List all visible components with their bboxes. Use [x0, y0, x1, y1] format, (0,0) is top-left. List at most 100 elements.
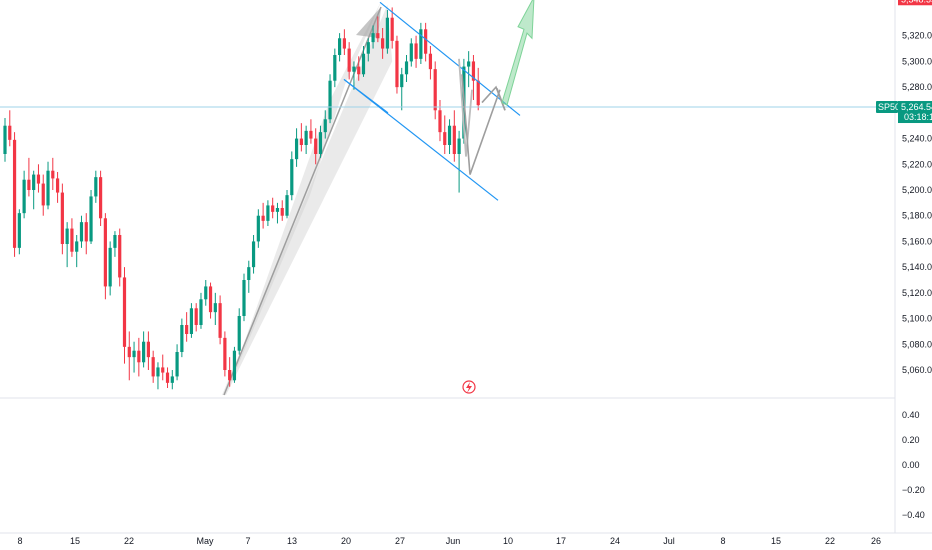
candle-body: [156, 367, 160, 377]
candle-body: [395, 40, 399, 88]
price-tick-label: 5,320.00: [902, 31, 932, 41]
candle-body: [165, 372, 170, 383]
time-axis[interactable]: 8 15 22 May 7 13 20 27 Jun 10 17 24 Jul 8 15 22 26: [17, 536, 881, 546]
candle-body: [376, 33, 380, 39]
candle-body: [242, 280, 246, 316]
candle-body: [232, 350, 237, 381]
candle-body: [314, 138, 318, 154]
candle-body: [309, 130, 313, 139]
candle-body: [318, 132, 323, 154]
projection-path: [461, 74, 501, 175]
candle-body: [404, 61, 409, 75]
symbol-tag-bg: [876, 101, 898, 114]
channel-drawings[interactable]: [0, 0, 895, 394]
candle-body: [32, 174, 36, 190]
candle-body: [457, 138, 461, 154]
target-arrow[interactable]: [501, 0, 535, 106]
candle-body: [17, 213, 21, 248]
candle-body: [294, 138, 299, 160]
candle-body: [290, 159, 294, 196]
high-price-tag-bg: [898, 0, 932, 6]
oscillator-tick-label: 0.40: [902, 410, 920, 420]
price-tick-label: 5,120.00: [902, 288, 932, 298]
high-price-tag-text: 5,348.35: [901, 0, 932, 4]
time-tick-label: 13: [287, 536, 297, 546]
candle-body: [251, 241, 256, 268]
candle-body: [180, 325, 184, 352]
price-tick-label: 5,220.00: [902, 159, 932, 169]
candle-body: [108, 247, 112, 287]
candle-body: [12, 139, 17, 248]
candle-body: [271, 205, 275, 212]
candle-body: [385, 17, 389, 49]
candle-body: [299, 138, 303, 145]
candle-body: [371, 33, 375, 43]
price-tick-label: 5,280.00: [902, 82, 932, 92]
time-tick-label: 26: [871, 536, 881, 546]
price-tick-label: 5,140.00: [902, 262, 932, 272]
candle-body: [409, 43, 413, 62]
candle-body: [46, 170, 50, 206]
last-price-text: 5,264.54: [901, 102, 932, 112]
lightning-marker[interactable]: [462, 380, 476, 394]
last-price-tag: 5,264.5403:18:19: [898, 101, 932, 124]
candle-body: [185, 325, 189, 334]
oscillator-axis[interactable]: 0.40 0.20 0.00 −0.20 −0.40: [902, 410, 925, 520]
candle-body: [381, 38, 385, 49]
oscillator-tick-label: −0.20: [902, 485, 925, 495]
price-tick-label: 5,080.00: [902, 339, 932, 349]
symbol-tag-text: SP500: [878, 102, 905, 112]
candle-body: [323, 119, 327, 133]
channel-edge-line[interactable]: [343, 78, 389, 114]
candle-body: [400, 74, 404, 88]
candle-body: [256, 215, 260, 242]
candle-body: [132, 350, 136, 358]
candle-body: [122, 277, 127, 347]
oscillator-tick-label: 0.00: [902, 460, 920, 470]
candle-body: [328, 80, 332, 120]
candle-body: [223, 337, 227, 370]
candle-body: [366, 42, 370, 54]
candle-body: [347, 48, 351, 72]
candle-body: [60, 192, 64, 244]
trend-arrow-head: [356, 7, 381, 38]
price-axis[interactable]: 5,320.005,300.005,280.005,260.005,240.00…: [902, 31, 932, 375]
candle-body: [89, 196, 93, 242]
candle-body: [447, 125, 452, 145]
candle-body: [424, 29, 428, 54]
time-tick-label: Jun: [446, 536, 461, 546]
candle-body: [275, 208, 280, 212]
candle-body: [357, 66, 361, 75]
candle-body: [285, 195, 289, 216]
candle-body: [175, 352, 179, 377]
channel-upper-line[interactable]: [379, 1, 521, 116]
time-tick-label: 22: [825, 536, 835, 546]
oscillator-tick-label: −0.40: [902, 510, 925, 520]
candle-body: [476, 80, 480, 106]
drawing-overlays[interactable]: [222, 0, 393, 396]
candle-body: [280, 208, 284, 216]
time-tick-label: 8: [17, 536, 22, 546]
candle-body: [414, 43, 418, 59]
candle-body: [452, 125, 456, 154]
price-tick-label: 5,240.00: [902, 134, 932, 144]
candle-body: [142, 341, 146, 363]
candle-body: [342, 38, 346, 49]
countdown-text: 03:18:19: [904, 112, 932, 122]
time-tick-label: 20: [341, 536, 351, 546]
trend-arrow-band: [222, 4, 393, 395]
price-tick-label: 5,300.00: [902, 56, 932, 66]
projection-small-leg: [458, 58, 473, 157]
time-tick-label: 8: [720, 536, 725, 546]
grid-lines: [0, 0, 932, 534]
time-tick-label: 10: [503, 536, 513, 546]
candle-body: [213, 303, 217, 313]
candle-body: [261, 215, 265, 221]
price-tick-label: 5,160.00: [902, 236, 932, 246]
candle-body: [333, 55, 337, 81]
candle-body: [79, 222, 84, 242]
candle-body: [266, 205, 270, 221]
candle-body: [151, 357, 155, 377]
